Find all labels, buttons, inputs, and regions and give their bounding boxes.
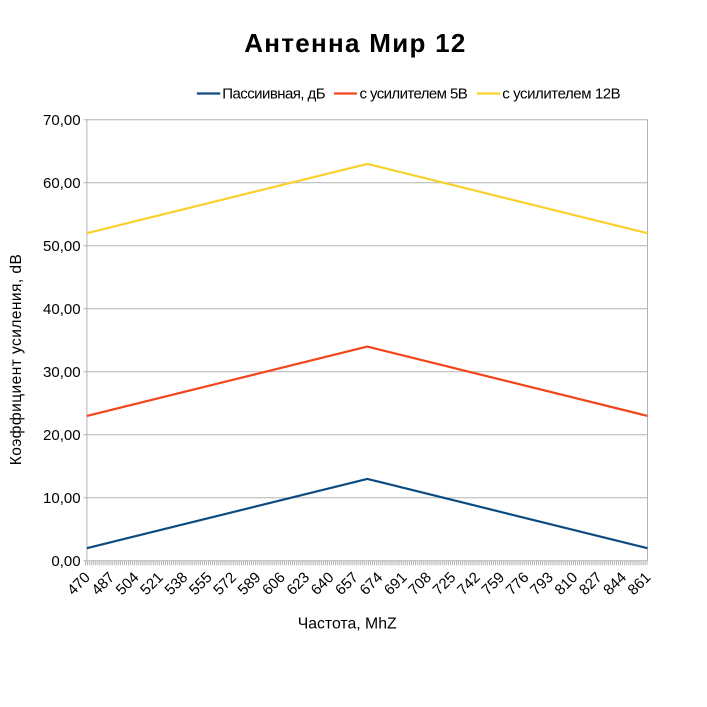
svg-text:10,00: 10,00 bbox=[43, 490, 81, 507]
svg-text:70,00: 70,00 bbox=[43, 112, 81, 129]
svg-text:с усилителем 12В: с усилителем 12В bbox=[502, 85, 620, 102]
svg-text:Пассиивная, дБ: Пассиивная, дБ bbox=[222, 85, 325, 102]
svg-text:0,00: 0,00 bbox=[51, 553, 80, 570]
svg-text:30,00: 30,00 bbox=[43, 364, 81, 381]
svg-text:60,00: 60,00 bbox=[43, 175, 81, 192]
svg-text:Коэффициент усиления, dB: Коэффициент усиления, dB bbox=[8, 254, 25, 465]
svg-text:Частота, MhZ: Частота, MhZ bbox=[298, 616, 397, 633]
svg-text:Антенна Мир 12: Антенна Мир 12 bbox=[244, 28, 467, 58]
svg-text:с усилителем 5В: с усилителем 5В bbox=[360, 85, 468, 102]
svg-text:40,00: 40,00 bbox=[43, 301, 81, 318]
svg-text:50,00: 50,00 bbox=[43, 238, 81, 255]
svg-text:20,00: 20,00 bbox=[43, 427, 81, 444]
